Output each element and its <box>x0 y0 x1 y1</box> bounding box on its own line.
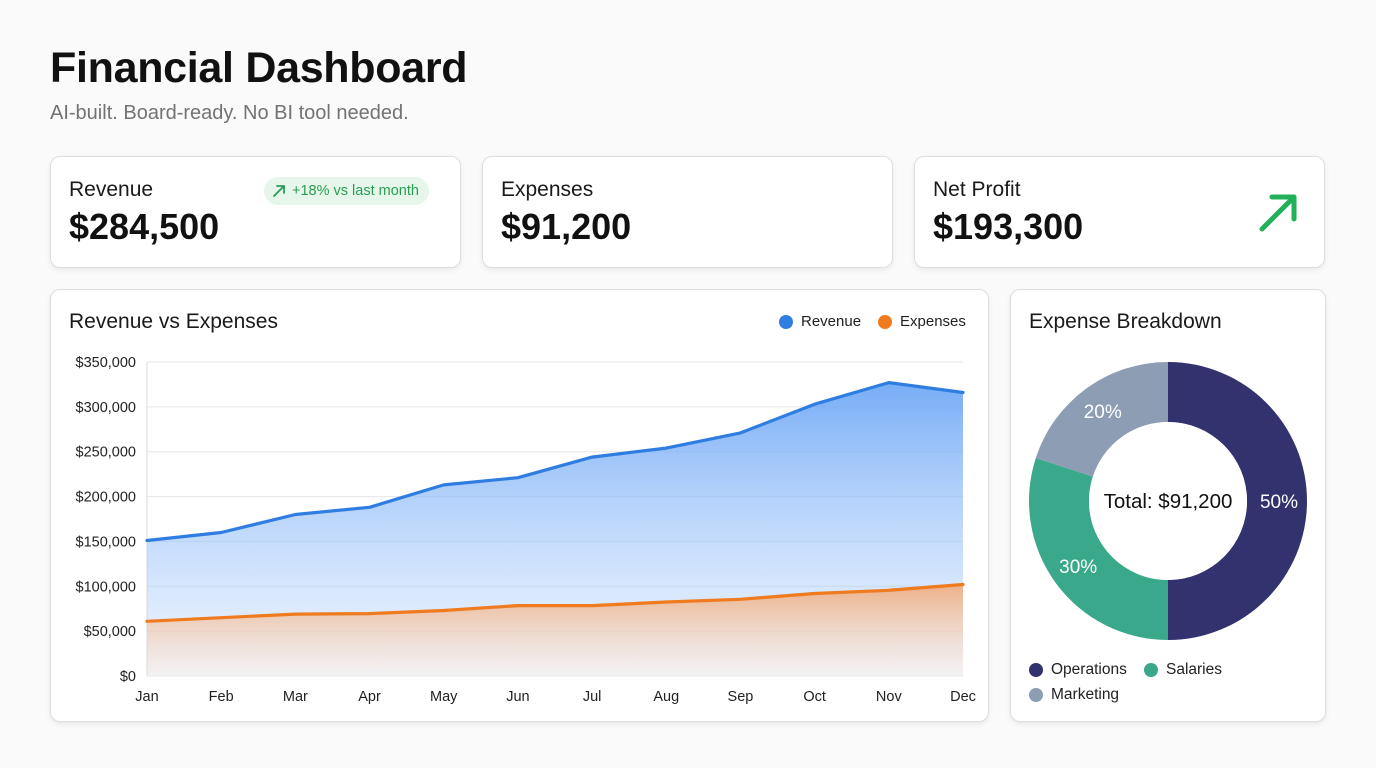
revenue-kpi-card[interactable]: Revenue $284,500 +18% vs last month <box>50 156 461 268</box>
y-tick-label: $350,000 <box>76 355 136 371</box>
x-tick-label: Jul <box>583 689 602 705</box>
kpi-value: $91,200 <box>501 206 632 247</box>
donut-center-total: Total: $91,200 <box>1104 490 1233 513</box>
legend-item-expenses: Expenses <box>878 313 966 330</box>
legend-label: Salaries <box>1166 661 1222 678</box>
trend-badge: +18% vs last month <box>264 177 429 205</box>
operations-slice <box>1168 362 1307 640</box>
x-tick-label: Oct <box>803 689 826 705</box>
y-tick-label: $250,000 <box>76 445 136 461</box>
legend-swatch <box>878 314 892 329</box>
y-tick-label: $300,000 <box>76 400 136 416</box>
chart-title: Revenue vs Expenses <box>69 310 278 333</box>
legend-item-operations: Operations <box>1029 661 1127 679</box>
donut-chart: 50% 30% 20% Total: $91,200 <box>1029 362 1307 640</box>
expenses-kpi-card[interactable]: Expenses $91,200 <box>482 156 893 268</box>
x-tick-label: Aug <box>653 689 679 705</box>
x-tick-label: Jun <box>506 689 529 705</box>
kpi-label: Revenue <box>69 178 154 201</box>
arrow-up-right-icon <box>273 185 285 197</box>
y-tick-label: $200,000 <box>76 490 136 506</box>
legend-item-marketing: Marketing <box>1029 686 1119 704</box>
x-tick-label: Nov <box>876 689 903 705</box>
page-title: Financial Dashboard <box>50 44 468 92</box>
legend-label: Expenses <box>900 313 966 330</box>
y-tick-label: $0 <box>120 669 136 685</box>
x-tick-label: Mar <box>283 689 308 705</box>
trend-badge-text: +18% vs last month <box>292 183 419 199</box>
chart-title: Expense Breakdown <box>1029 310 1222 333</box>
expenses-line <box>145 582 965 623</box>
legend-item-revenue: Revenue <box>779 313 861 330</box>
area-chart: $350,000 $300,000 $250,000 $200,000 $150,000… <box>76 355 976 705</box>
expenses-area <box>147 584 963 676</box>
x-tick-label: Apr <box>358 689 381 705</box>
salaries-slice <box>1029 458 1168 640</box>
legend-label: Marketing <box>1051 686 1120 703</box>
x-tick-label: Sep <box>728 689 754 705</box>
x-tick-label: May <box>430 689 458 705</box>
donut-hole <box>1089 422 1247 580</box>
y-tick-label: $100,000 <box>76 579 136 595</box>
revenue-line <box>145 381 965 543</box>
x-tick-label: Dec <box>950 689 976 705</box>
legend-swatch <box>1029 663 1043 677</box>
x-tick-label: Jan <box>135 689 158 705</box>
y-tick-label: $50,000 <box>84 624 136 640</box>
y-tick-label: $150,000 <box>76 534 136 550</box>
kpi-value: $284,500 <box>69 206 220 247</box>
legend-item-salaries: Salaries <box>1144 661 1222 679</box>
net-profit-kpi-card[interactable]: Net Profit $193,300 <box>914 156 1325 268</box>
legend-label: Operations <box>1051 661 1127 678</box>
legend-swatch <box>779 314 793 329</box>
marketing-slice <box>1035 362 1168 477</box>
salaries-percent-label: 30% <box>1059 557 1097 578</box>
operations-percent-label: 50% <box>1260 492 1298 513</box>
revenue-expenses-chart-card: Revenue vs Expenses Revenue Expenses $35… <box>50 289 989 722</box>
kpi-value: $193,300 <box>933 206 1084 247</box>
x-tick-label: Feb <box>209 689 234 705</box>
page-subtitle: AI-built. Board-ready. No BI tool needed… <box>50 102 409 124</box>
marketing-percent-label: 20% <box>1084 402 1122 423</box>
arrow-up-right-icon <box>1259 194 1297 232</box>
kpi-label: Net Profit <box>933 178 1021 201</box>
kpi-label: Expenses <box>501 178 594 201</box>
expense-breakdown-card: Expense Breakdown 50% 30% 20% Total: $91,20… <box>1010 289 1326 722</box>
legend-swatch <box>1144 663 1158 677</box>
legend-label: Revenue <box>801 313 862 330</box>
legend-swatch <box>1029 688 1043 702</box>
